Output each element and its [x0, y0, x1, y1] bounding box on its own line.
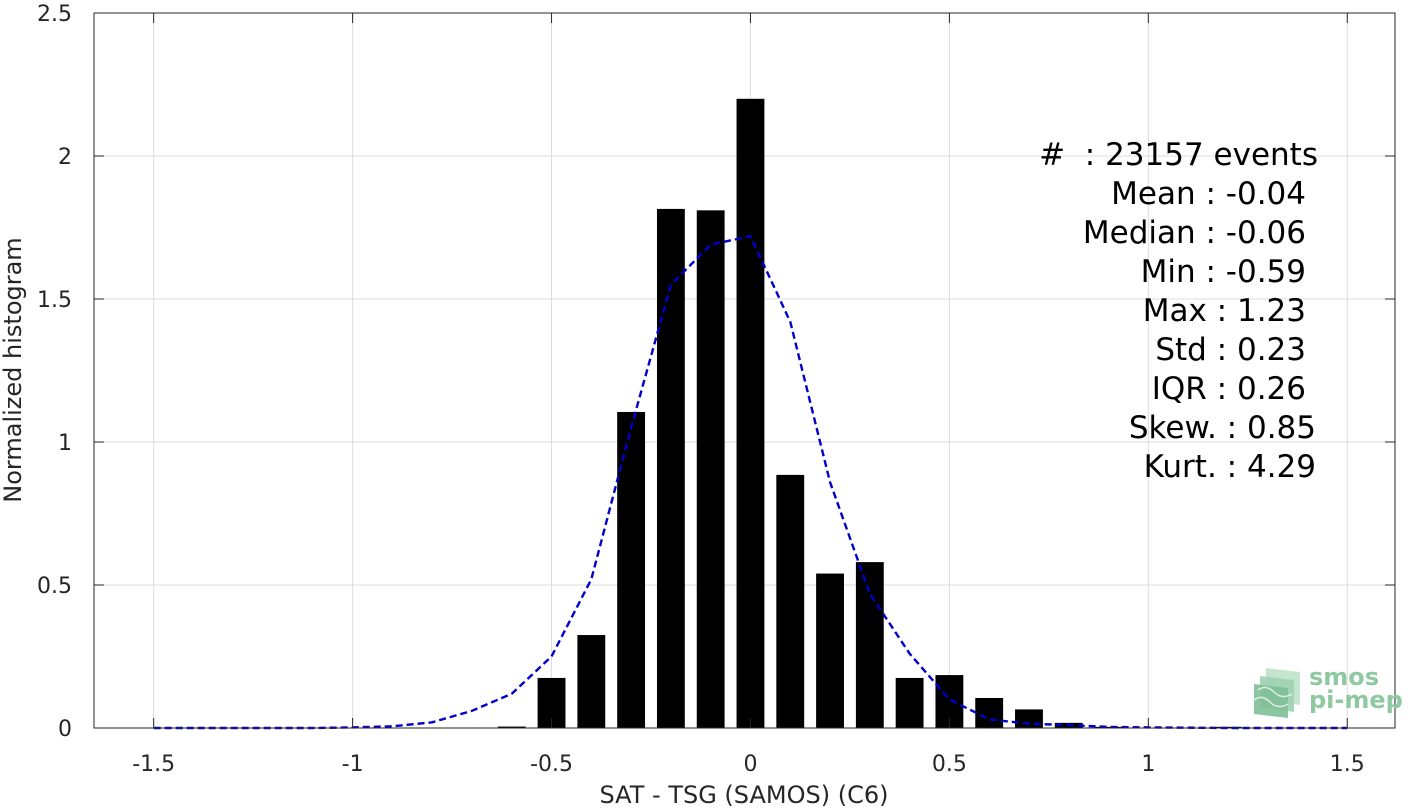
y-axis-label: Normalized histogram — [0, 237, 27, 502]
stat-min: Min : -0.59 — [1141, 254, 1306, 290]
histogram-bar — [736, 98, 765, 729]
histogram-bar — [855, 562, 884, 728]
stats-box: # : 23157 events Mean : -0.04 Median : -… — [1039, 137, 1318, 485]
stat-std: Std : 0.23 — [1155, 332, 1306, 368]
stat-mean: Mean : -0.04 — [1111, 176, 1306, 212]
y-tick-label: 2 — [58, 145, 72, 170]
histogram-bar — [1213, 726, 1242, 728]
logo-text-smos: smos — [1309, 663, 1379, 691]
plot-frame — [93, 12, 1396, 729]
y-tick-label: 1 — [58, 431, 72, 456]
y-tick-label: 2.5 — [37, 2, 72, 27]
y-tick-label: 0.5 — [37, 574, 72, 599]
x-tick-label: 0 — [743, 752, 757, 777]
x-tick-label: -0.5 — [530, 752, 573, 777]
logo-waves-icon — [1253, 668, 1300, 718]
histogram-bar — [617, 411, 646, 728]
x-tick-label: 0.5 — [932, 752, 967, 777]
stat-max: Max : 1.23 — [1143, 293, 1306, 329]
histogram-bar — [497, 726, 526, 728]
y-tick-label: 1.5 — [37, 288, 72, 313]
stat-skew: Skew. : 0.85 — [1129, 410, 1316, 446]
x-tick-label: -1 — [342, 752, 364, 777]
histogram-bar — [696, 210, 725, 729]
stat-kurt: Kurt. : 4.29 — [1144, 449, 1316, 485]
histogram-bars — [497, 98, 1242, 729]
histogram-bar — [975, 697, 1004, 728]
x-axis-label: SAT - TSG (SAMOS) (C6) — [600, 781, 889, 809]
x-tick-label: 1.5 — [1330, 752, 1365, 777]
axis-ticks: -1.5 -1 -0.5 0 0.5 1 1.5 0 0.5 1 1.5 2 2.5 — [37, 2, 1395, 777]
histogram-bar — [656, 208, 685, 728]
histogram-bar — [577, 635, 606, 728]
stat-median: Median : -0.06 — [1083, 215, 1306, 251]
stat-events: # : 23157 events — [1039, 137, 1318, 173]
logo-text-pimep: pi-mep — [1309, 686, 1403, 714]
smos-pimep-logo: smos pi-mep — [1253, 663, 1403, 718]
stat-iqr: IQR : 0.26 — [1152, 371, 1306, 407]
x-tick-label: 1 — [1141, 752, 1155, 777]
histogram-bar — [895, 677, 924, 728]
histogram-bar — [776, 474, 805, 728]
y-tick-label: 0 — [58, 717, 72, 742]
histogram-bar — [816, 573, 844, 728]
histogram-bar — [1094, 726, 1123, 728]
x-tick-label: -1.5 — [132, 752, 175, 777]
